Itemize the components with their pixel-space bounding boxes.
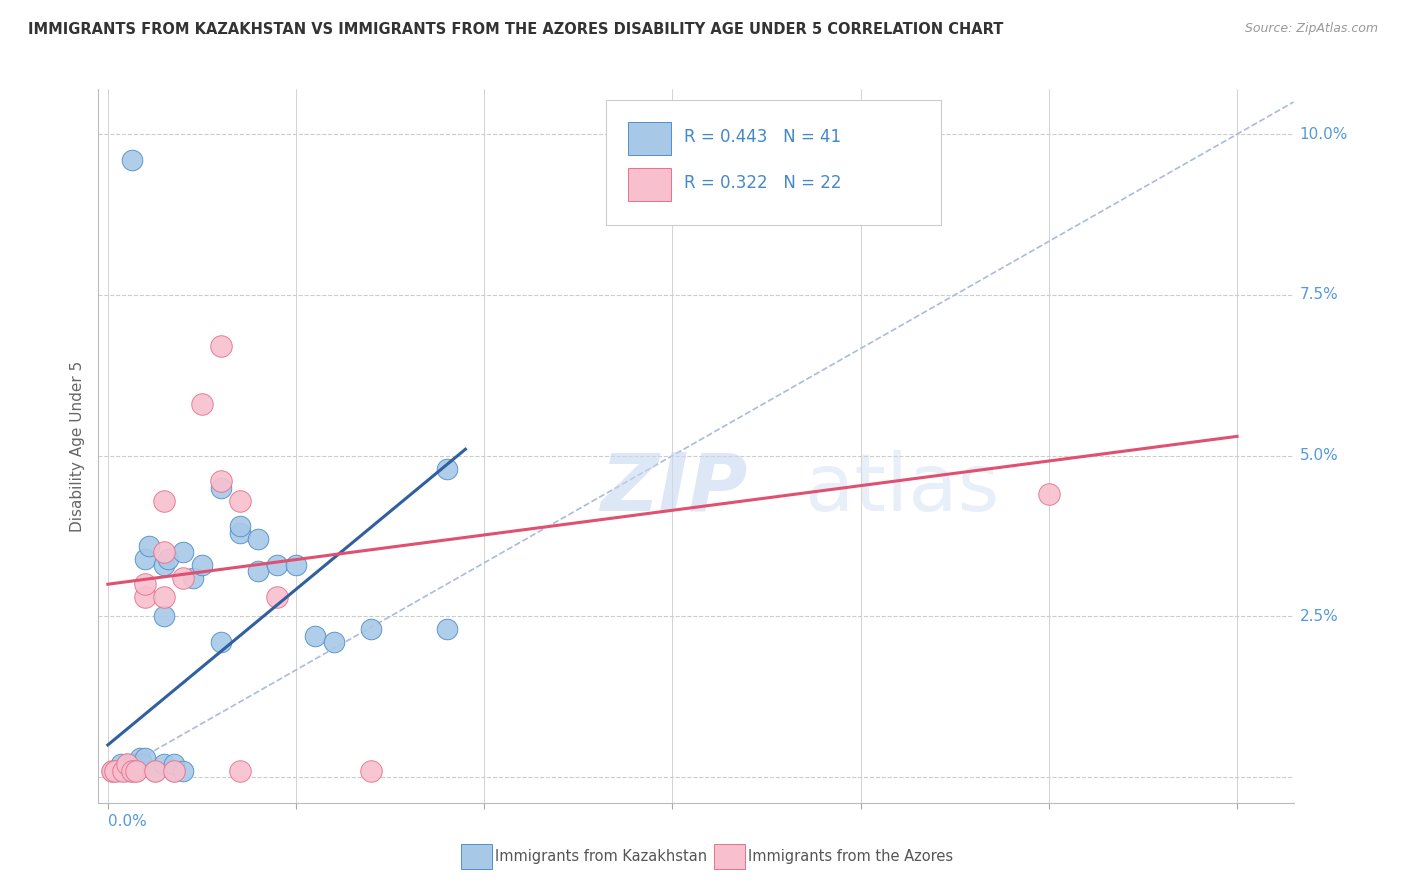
Point: [209, 339, 232, 353]
Point: [115, 757, 138, 772]
Point: [134, 590, 156, 604]
Text: Immigrants from Kazakhstan: Immigrants from Kazakhstan: [495, 849, 707, 863]
Point: [104, 764, 127, 778]
Point: [228, 519, 250, 533]
Point: [436, 622, 458, 636]
Point: [247, 565, 270, 579]
Point: [247, 533, 270, 547]
Text: R = 0.322   N = 22: R = 0.322 N = 22: [685, 175, 842, 193]
Point: [138, 539, 160, 553]
Point: [172, 545, 194, 559]
Point: [134, 551, 156, 566]
Point: [110, 757, 132, 772]
Point: [228, 493, 250, 508]
Point: [209, 635, 232, 649]
Point: [100, 764, 122, 778]
Point: [157, 551, 180, 566]
Text: 2.5%: 2.5%: [1299, 609, 1339, 624]
Text: 5.0%: 5.0%: [1299, 448, 1339, 463]
Text: 10.0%: 10.0%: [1299, 127, 1348, 142]
Point: [172, 764, 194, 778]
Point: [125, 764, 148, 778]
FancyBboxPatch shape: [628, 169, 671, 202]
Point: [111, 764, 134, 778]
Text: IMMIGRANTS FROM KAZAKHSTAN VS IMMIGRANTS FROM THE AZORES DISABILITY AGE UNDER 5 : IMMIGRANTS FROM KAZAKHSTAN VS IMMIGRANTS…: [28, 22, 1004, 37]
Point: [134, 751, 156, 765]
Point: [322, 635, 344, 649]
Point: [436, 461, 458, 475]
Point: [100, 764, 122, 778]
Point: [115, 764, 138, 778]
Point: [1038, 487, 1060, 501]
Point: [153, 558, 176, 572]
Point: [228, 525, 250, 540]
Point: [143, 764, 166, 778]
Point: [120, 764, 142, 778]
Point: [121, 757, 143, 772]
Text: R = 0.443   N = 41: R = 0.443 N = 41: [685, 128, 841, 146]
Point: [163, 764, 186, 778]
Point: [125, 764, 148, 778]
Point: [121, 153, 143, 167]
Point: [304, 629, 326, 643]
FancyBboxPatch shape: [628, 122, 671, 155]
Point: [266, 558, 288, 572]
Text: Immigrants from the Azores: Immigrants from the Azores: [748, 849, 953, 863]
Point: [115, 757, 138, 772]
Point: [153, 757, 176, 772]
FancyBboxPatch shape: [606, 100, 941, 225]
Text: ZIP: ZIP: [600, 450, 748, 528]
Point: [163, 764, 186, 778]
Point: [191, 397, 214, 411]
Point: [134, 577, 156, 591]
Point: [153, 493, 176, 508]
Point: [209, 481, 232, 495]
Point: [181, 571, 204, 585]
Point: [104, 764, 127, 778]
Y-axis label: Disability Age Under 5: Disability Age Under 5: [70, 360, 86, 532]
Point: [191, 558, 214, 572]
Text: 0.0%: 0.0%: [108, 814, 146, 830]
Text: Source: ZipAtlas.com: Source: ZipAtlas.com: [1244, 22, 1378, 36]
Point: [153, 590, 176, 604]
Point: [143, 764, 166, 778]
Point: [360, 622, 382, 636]
Point: [153, 545, 176, 559]
Point: [360, 764, 382, 778]
Point: [131, 757, 153, 772]
Point: [122, 757, 145, 772]
Point: [163, 757, 186, 772]
Point: [172, 571, 194, 585]
Point: [228, 764, 250, 778]
Point: [209, 475, 232, 489]
Point: [128, 751, 150, 765]
Point: [285, 558, 308, 572]
Point: [266, 590, 288, 604]
Point: [121, 764, 143, 778]
Text: 7.5%: 7.5%: [1299, 287, 1339, 302]
Point: [108, 764, 131, 778]
Text: atlas: atlas: [600, 450, 1000, 528]
Point: [127, 757, 149, 772]
Point: [153, 609, 176, 624]
